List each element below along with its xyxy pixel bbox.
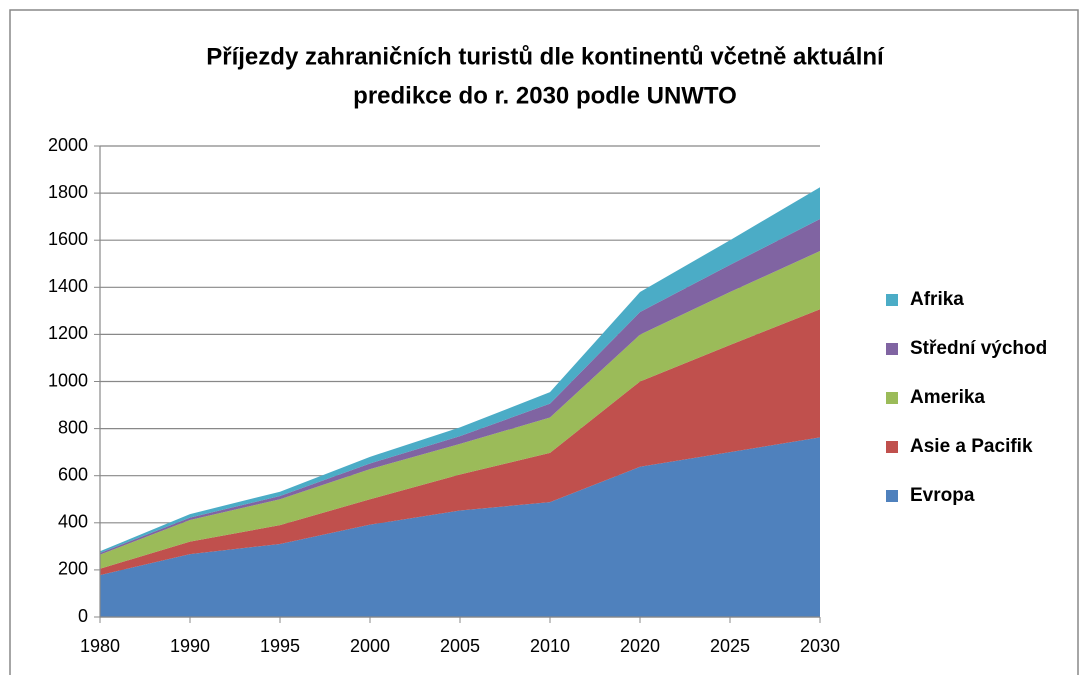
y-tick-label: 800 — [58, 417, 88, 437]
x-tick-label: 2005 — [440, 636, 480, 656]
legend-swatch — [886, 294, 898, 306]
y-tick-label: 2000 — [48, 135, 88, 155]
y-tick-label: 200 — [58, 559, 88, 579]
x-tick-label: 2030 — [800, 636, 840, 656]
legend-label: Evropa — [910, 485, 975, 506]
area — [100, 251, 820, 569]
x-tick-label: 2020 — [620, 636, 660, 656]
y-tick-label: 0 — [78, 606, 88, 626]
legend-swatch — [886, 490, 898, 502]
x-tick-label: 1980 — [80, 636, 120, 656]
x-tick-label: 2025 — [710, 636, 750, 656]
chart-title: Příjezdy zahraničních turistů dle kontin… — [206, 43, 885, 70]
y-tick-label: 400 — [58, 512, 88, 532]
legend-swatch — [886, 392, 898, 404]
legend-swatch — [886, 441, 898, 453]
x-tick-label: 2000 — [350, 636, 390, 656]
area — [100, 309, 820, 576]
legend-label: Afrika — [910, 289, 964, 310]
y-tick-label: 1400 — [48, 276, 88, 296]
chart-title: predikce do r. 2030 podle UNWTO — [353, 82, 737, 109]
y-tick-label: 600 — [58, 464, 88, 484]
x-tick-label: 1995 — [260, 636, 300, 656]
legend-label: Amerika — [910, 387, 985, 408]
legend-label: Střední východ — [910, 338, 1047, 359]
area — [100, 437, 820, 617]
x-tick-label: 1990 — [170, 636, 210, 656]
y-tick-label: 1200 — [48, 323, 88, 343]
legend-label: Asie a Pacifik — [910, 436, 1033, 457]
legend-swatch — [886, 343, 898, 355]
y-tick-label: 1600 — [48, 229, 88, 249]
x-tick-label: 2010 — [530, 636, 570, 656]
y-tick-label: 1800 — [48, 182, 88, 202]
y-tick-label: 1000 — [48, 370, 88, 390]
